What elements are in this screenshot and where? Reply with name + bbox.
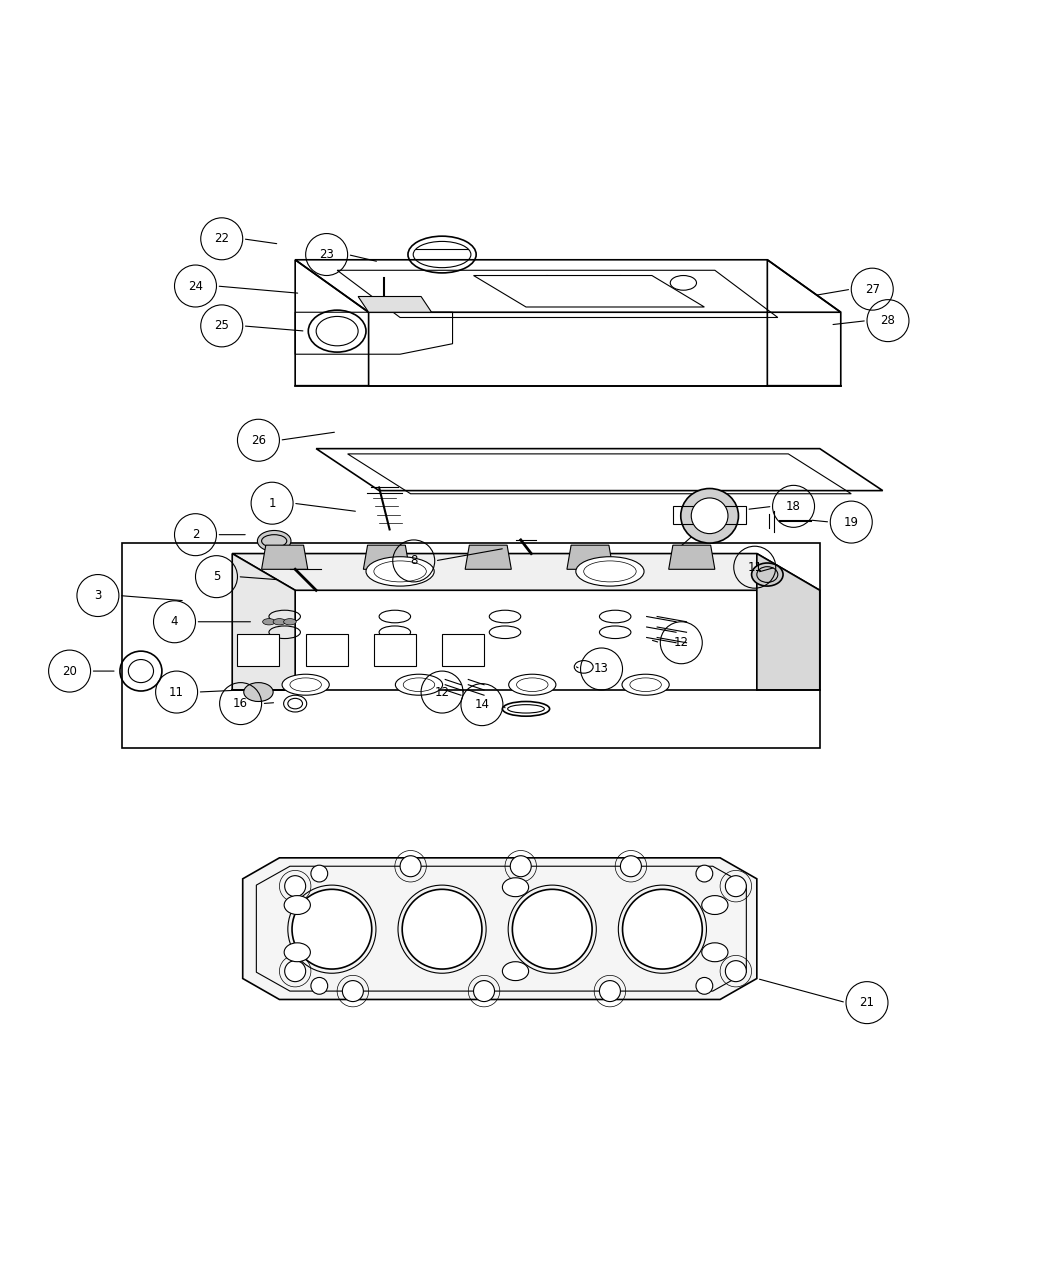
Ellipse shape — [244, 682, 274, 701]
Polygon shape — [567, 546, 613, 570]
Ellipse shape — [702, 895, 728, 914]
Text: 11: 11 — [747, 561, 763, 574]
Ellipse shape — [284, 895, 310, 914]
Text: 13: 13 — [594, 663, 609, 676]
Text: 8: 8 — [410, 555, 418, 567]
Ellipse shape — [575, 557, 644, 586]
Circle shape — [311, 866, 327, 882]
Circle shape — [311, 978, 327, 995]
Circle shape — [400, 856, 421, 877]
Text: 5: 5 — [213, 570, 220, 583]
Circle shape — [621, 856, 642, 877]
Circle shape — [473, 980, 494, 1002]
Ellipse shape — [681, 488, 739, 543]
Ellipse shape — [284, 618, 297, 625]
Ellipse shape — [366, 557, 434, 586]
Polygon shape — [473, 275, 705, 307]
Bar — [122, 543, 820, 747]
Ellipse shape — [282, 674, 329, 695]
Text: 28: 28 — [881, 314, 895, 328]
Circle shape — [623, 890, 703, 969]
Text: 14: 14 — [474, 699, 489, 711]
Circle shape — [600, 980, 621, 1002]
Circle shape — [696, 978, 713, 995]
Circle shape — [292, 890, 371, 969]
Text: 23: 23 — [319, 249, 335, 261]
Polygon shape — [232, 553, 820, 590]
Ellipse shape — [284, 942, 310, 961]
Text: 21: 21 — [859, 996, 874, 1009]
Text: 12: 12 — [434, 686, 449, 699]
Text: 24: 24 — [188, 279, 203, 292]
Polygon shape — [669, 546, 715, 570]
Text: 11: 11 — [169, 686, 184, 699]
Text: 3: 3 — [95, 589, 102, 602]
Bar — [306, 635, 347, 666]
Ellipse shape — [503, 877, 528, 896]
Polygon shape — [363, 546, 409, 570]
Bar — [373, 635, 416, 666]
Text: 22: 22 — [215, 232, 229, 245]
Text: 25: 25 — [215, 319, 229, 333]
Polygon shape — [262, 546, 308, 570]
Ellipse shape — [702, 942, 728, 961]
Text: 1: 1 — [268, 497, 276, 510]
Circle shape — [725, 960, 746, 982]
Ellipse shape — [509, 674, 555, 695]
Circle shape — [512, 890, 592, 969]
Polygon shape — [243, 858, 756, 1000]
Ellipse shape — [263, 618, 276, 625]
Text: 2: 2 — [191, 528, 199, 541]
Circle shape — [402, 890, 482, 969]
Text: 19: 19 — [844, 515, 858, 529]
Ellipse shape — [751, 564, 783, 586]
Ellipse shape — [274, 618, 286, 625]
Polygon shape — [358, 297, 431, 312]
Circle shape — [285, 960, 306, 982]
Circle shape — [285, 876, 306, 896]
Polygon shape — [465, 546, 511, 570]
Text: 26: 26 — [251, 434, 266, 446]
Ellipse shape — [691, 499, 728, 534]
Bar — [442, 635, 484, 666]
Circle shape — [342, 980, 363, 1002]
Ellipse shape — [128, 659, 154, 682]
Polygon shape — [756, 553, 820, 690]
Text: 16: 16 — [234, 697, 248, 710]
Text: 20: 20 — [62, 664, 77, 677]
Circle shape — [725, 876, 746, 896]
Text: 4: 4 — [170, 616, 178, 629]
Ellipse shape — [622, 674, 669, 695]
Text: 12: 12 — [673, 636, 689, 649]
Circle shape — [510, 856, 531, 877]
Text: 18: 18 — [786, 500, 801, 513]
Polygon shape — [232, 553, 296, 690]
Ellipse shape — [258, 530, 291, 552]
Circle shape — [696, 866, 713, 882]
Bar — [238, 635, 280, 666]
Text: 27: 27 — [865, 283, 879, 296]
Ellipse shape — [503, 961, 528, 980]
Ellipse shape — [396, 674, 443, 695]
